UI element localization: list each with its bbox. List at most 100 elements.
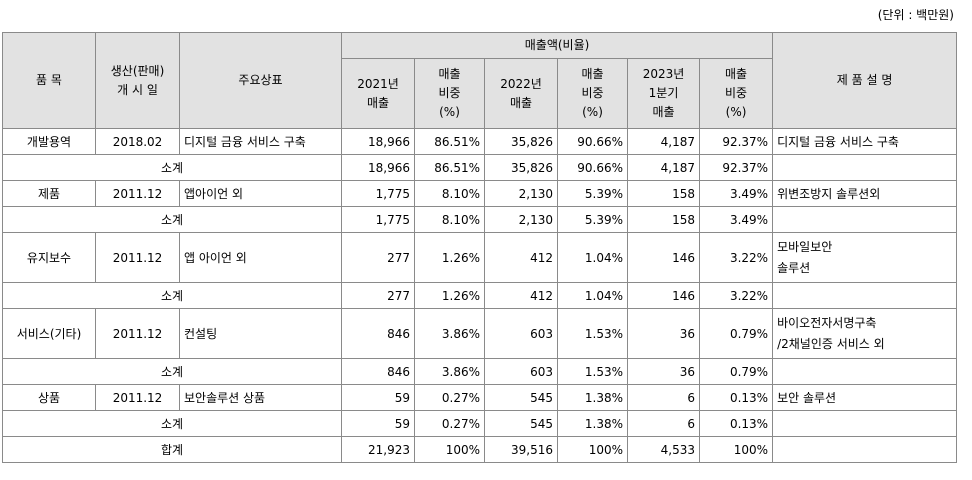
description-cell: 디지털 금융 서비스 구축 (772, 128, 958, 155)
table-row: 서비스(기타) 2011.12 컨설팅 846 3.86% 603 1.53% … (2, 308, 958, 359)
ratio-2023q1-cell: 3.49% (698, 206, 774, 233)
sales-2023q1-cell: 4,187 (627, 154, 700, 181)
sales-2022-cell: 603 (484, 358, 558, 385)
header-2021-sales: 2021년 매출 (341, 58, 415, 129)
sales-2021-cell: 277 (341, 282, 415, 309)
header-2022-ratio: 매출 비중 (%) (557, 58, 628, 129)
sales-2021-cell: 59 (341, 384, 415, 411)
ratio-2023q1-cell: 0.13% (698, 410, 774, 437)
empty-cell (772, 436, 958, 463)
brand-cell: 보안솔루션 상품 (179, 384, 342, 411)
ratio-2023q1-cell: 0.79% (698, 358, 774, 385)
sales-2023q1-cell: 158 (627, 180, 700, 207)
ratio-2023q1-cell: 0.79% (698, 308, 774, 359)
date-cell: 2011.12 (95, 180, 180, 207)
date-cell: 2011.12 (95, 308, 180, 359)
ratio-2021-cell: 3.86% (414, 308, 485, 359)
ratio-2021-cell: 1.26% (414, 282, 485, 309)
subtotal-row: 소계 846 3.86% 603 1.53% 36 0.79% (2, 358, 958, 385)
empty-cell (772, 206, 958, 233)
table-row: 유지보수 2011.12 앱 아이언 외 277 1.26% 412 1.04%… (2, 232, 958, 283)
ratio-2022-cell: 100% (557, 436, 628, 463)
ratio-2022-cell: 1.04% (557, 282, 628, 309)
description-cell: 바이오전자서명구축 /2채널인증 서비스 외 (772, 308, 958, 359)
ratio-2022-cell: 5.39% (557, 180, 628, 207)
ratio-2023q1-cell: 92.37% (698, 154, 774, 181)
sales-2023q1-cell: 146 (627, 282, 700, 309)
ratio-2022-cell: 1.53% (557, 358, 628, 385)
ratio-2022-cell: 1.53% (557, 308, 628, 359)
description-cell: 모바일보안 솔루션 (772, 232, 958, 283)
ratio-2021-cell: 86.51% (414, 154, 485, 181)
sales-2022-cell: 2,130 (484, 206, 558, 233)
item-cell: 상품 (2, 384, 96, 411)
description-cell: 보안 솔루션 (772, 384, 958, 411)
total-label: 합계 (2, 436, 342, 463)
description-cell: 위변조방지 솔루션외 (772, 180, 958, 207)
subtotal-label: 소계 (2, 282, 342, 309)
item-cell: 개발용역 (2, 128, 96, 155)
sales-2023q1-cell: 4,187 (627, 128, 700, 155)
sales-2021-cell: 846 (341, 358, 415, 385)
sales-2023q1-cell: 6 (627, 384, 700, 411)
brand-cell: 디지털 금융 서비스 구축 (179, 128, 342, 155)
date-cell: 2018.02 (95, 128, 180, 155)
ratio-2021-cell: 8.10% (414, 180, 485, 207)
sales-2022-cell: 35,826 (484, 128, 558, 155)
empty-cell (772, 358, 958, 385)
sales-2022-cell: 603 (484, 308, 558, 359)
header-brand: 주요상표 (179, 32, 342, 129)
table-row: 상품 2011.12 보안솔루션 상품 59 0.27% 545 1.38% 6… (2, 384, 958, 411)
ratio-2023q1-cell: 92.37% (698, 128, 774, 155)
sales-2023q1-cell: 6 (627, 410, 700, 437)
header-2023q1-ratio: 매출 비중 (%) (698, 58, 774, 129)
sales-2022-cell: 35,826 (484, 154, 558, 181)
sales-2021-cell: 59 (341, 410, 415, 437)
brand-cell: 앱 아이언 외 (179, 232, 342, 283)
table-row: 제품 2011.12 앱아이언 외 1,775 8.10% 2,130 5.39… (2, 180, 958, 207)
ratio-2021-cell: 86.51% (414, 128, 485, 155)
date-cell: 2011.12 (95, 232, 180, 283)
table-row: 개발용역 2018.02 디지털 금융 서비스 구축 18,966 86.51%… (2, 128, 958, 155)
ratio-2023q1-cell: 3.22% (698, 232, 774, 283)
header-2021-ratio: 매출 비중 (%) (414, 58, 485, 129)
sales-2022-cell: 545 (484, 410, 558, 437)
unit-label: (단위 : 백만원) (877, 8, 954, 22)
subtotal-row: 소계 277 1.26% 412 1.04% 146 3.22% (2, 282, 958, 309)
brand-cell: 앱아이언 외 (179, 180, 342, 207)
ratio-2021-cell: 8.10% (414, 206, 485, 233)
ratio-2023q1-cell: 0.13% (698, 384, 774, 411)
ratio-2022-cell: 1.38% (557, 384, 628, 411)
header-description: 제 품 설 명 (772, 32, 958, 129)
brand-cell: 컨설팅 (179, 308, 342, 359)
item-cell: 서비스(기타) (2, 308, 96, 359)
sales-2021-cell: 1,775 (341, 206, 415, 233)
header-item: 품 목 (2, 32, 96, 129)
ratio-2021-cell: 3.86% (414, 358, 485, 385)
sales-2023q1-cell: 158 (627, 206, 700, 233)
ratio-2023q1-cell: 3.49% (698, 180, 774, 207)
ratio-2021-cell: 100% (414, 436, 485, 463)
sales-table: 품 목 생산(판매) 개 시 일 주요상표 매출액(비율) 제 품 설 명 20… (2, 32, 958, 463)
sales-2021-cell: 21,923 (341, 436, 415, 463)
sales-2023q1-cell: 4,533 (627, 436, 700, 463)
sales-2022-cell: 545 (484, 384, 558, 411)
header-start-date: 생산(판매) 개 시 일 (95, 32, 180, 129)
subtotal-row: 소계 18,966 86.51% 35,826 90.66% 4,187 92.… (2, 154, 958, 181)
subtotal-label: 소계 (2, 410, 342, 437)
item-cell: 제품 (2, 180, 96, 207)
subtotal-label: 소계 (2, 154, 342, 181)
sales-2021-cell: 18,966 (341, 154, 415, 181)
sales-2022-cell: 39,516 (484, 436, 558, 463)
date-cell: 2011.12 (95, 384, 180, 411)
empty-cell (772, 282, 958, 309)
header-2023q1-sales: 2023년 1분기 매출 (627, 58, 700, 129)
sales-2023q1-cell: 36 (627, 308, 700, 359)
sales-2021-cell: 277 (341, 232, 415, 283)
ratio-2022-cell: 90.66% (557, 154, 628, 181)
ratio-2022-cell: 5.39% (557, 206, 628, 233)
sales-2022-cell: 2,130 (484, 180, 558, 207)
item-cell: 유지보수 (2, 232, 96, 283)
subtotal-row: 소계 59 0.27% 545 1.38% 6 0.13% (2, 410, 958, 437)
sales-2021-cell: 1,775 (341, 180, 415, 207)
